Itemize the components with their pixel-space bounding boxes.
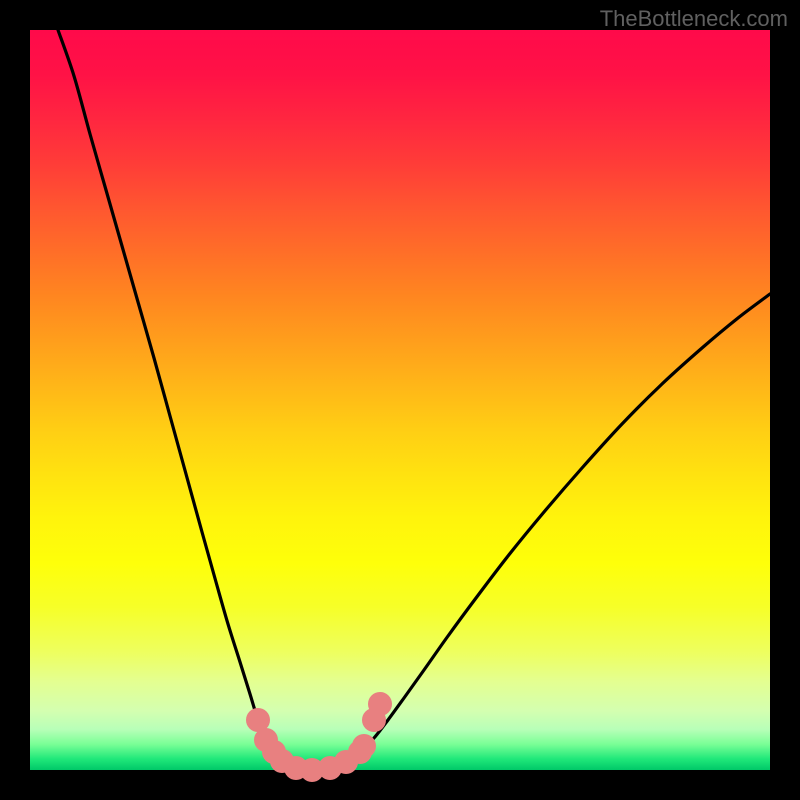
chart-svg: [0, 0, 800, 800]
curve-marker: [368, 692, 392, 716]
curve-marker: [352, 734, 376, 758]
plot-background: [30, 30, 770, 770]
watermark-text: TheBottleneck.com: [600, 6, 788, 32]
bottleneck-chart: TheBottleneck.com: [0, 0, 800, 800]
